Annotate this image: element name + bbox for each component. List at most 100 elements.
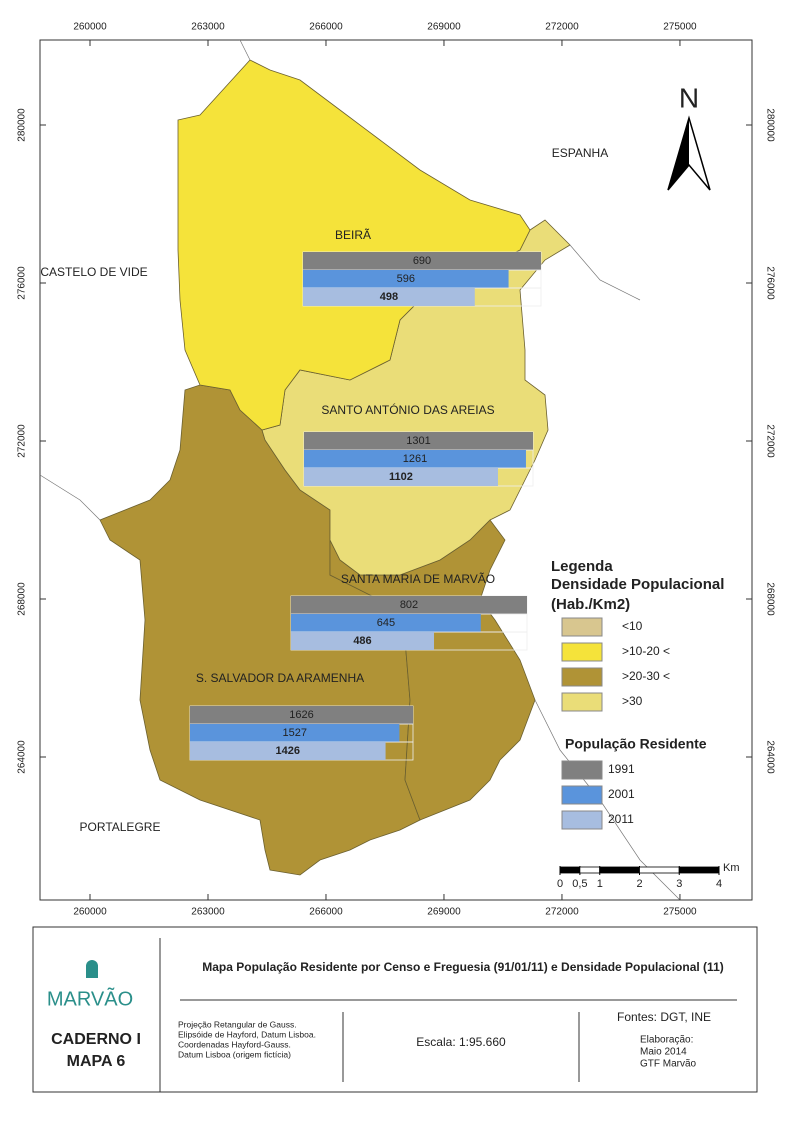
legend-label: >10-20 < bbox=[622, 644, 670, 658]
boundary-line bbox=[39, 39, 681, 901]
legend-title: (Hab./Km2) bbox=[551, 596, 630, 613]
scale-label: 0,5 bbox=[572, 878, 587, 890]
parish-label: S. SALVADOR DA ARAMENHA bbox=[196, 671, 364, 685]
credit-line: GTF Marvão bbox=[640, 1059, 697, 1070]
logo-icon bbox=[86, 960, 98, 978]
population-bar bbox=[303, 252, 541, 270]
credit-line: Elaboração: bbox=[640, 1035, 693, 1046]
legend-swatch bbox=[561, 810, 603, 830]
value-label: 486 bbox=[353, 635, 371, 647]
y-tick-label: 272000 bbox=[17, 424, 28, 458]
y-tick-label: 264000 bbox=[764, 740, 775, 774]
population-bar bbox=[304, 468, 498, 486]
population-bar bbox=[291, 632, 435, 650]
mapa: MAPA 6 bbox=[67, 1053, 126, 1070]
value-label: 1261 bbox=[403, 453, 427, 465]
legend-swatch bbox=[561, 785, 603, 805]
population-bar bbox=[304, 450, 526, 468]
legend-title: Legenda bbox=[551, 558, 613, 575]
scale-label: 3 bbox=[676, 878, 682, 890]
population-bar bbox=[303, 270, 509, 288]
legend-label: 2011 bbox=[608, 812, 634, 826]
population-bar bbox=[303, 288, 475, 306]
value-label: 1527 bbox=[282, 727, 306, 739]
parish-label: SANTA MARIA DE MARVÃO bbox=[341, 572, 495, 586]
north-arrow: N bbox=[667, 82, 711, 191]
scale-label: 4 bbox=[716, 878, 722, 890]
y-tick-label: 264000 bbox=[17, 740, 28, 774]
scale-segment bbox=[678, 866, 720, 874]
population-bar bbox=[291, 614, 481, 632]
footer-title: Mapa População Residente por Censo e Fre… bbox=[202, 960, 724, 974]
place-label: CASTELO DE VIDE bbox=[40, 265, 147, 279]
scale-segment bbox=[639, 866, 680, 874]
place-label: PORTALEGRE bbox=[80, 820, 161, 834]
population-bar bbox=[304, 432, 533, 450]
value-label: 802 bbox=[400, 599, 418, 611]
projection-line: Projeção Retangular de Gauss. bbox=[178, 1019, 297, 1029]
population-bar bbox=[291, 596, 527, 614]
x-tick-label: 272000 bbox=[545, 907, 579, 918]
projection-line: Coordenadas Hayford-Gauss. bbox=[178, 1039, 291, 1049]
value-label: 596 bbox=[397, 273, 415, 285]
x-tick-label: 263000 bbox=[191, 907, 225, 918]
legend-label: >30 bbox=[622, 694, 643, 708]
x-tick-label: 269000 bbox=[427, 22, 461, 33]
legend-swatch bbox=[561, 760, 603, 780]
value-label: 1102 bbox=[389, 471, 413, 483]
value-label: 645 bbox=[377, 617, 395, 629]
x-tick-label: 260000 bbox=[73, 22, 107, 33]
y-tick-label: 280000 bbox=[764, 108, 775, 142]
footer-frame bbox=[32, 926, 758, 1093]
y-tick-label: 272000 bbox=[764, 424, 775, 458]
logo-text: MARVÃO bbox=[47, 986, 133, 1010]
x-tick-label: 266000 bbox=[309, 22, 343, 33]
legend-swatch bbox=[561, 617, 603, 637]
parish-label: BEIRÃ bbox=[335, 228, 371, 242]
scale-segment bbox=[559, 866, 581, 874]
caderno: CADERNO I bbox=[51, 1031, 141, 1048]
value-label: 498 bbox=[380, 291, 398, 303]
legend-swatch bbox=[561, 642, 603, 662]
north-arrow-fill bbox=[668, 118, 689, 190]
legend-swatch bbox=[561, 692, 603, 712]
legend-label: >20-30 < bbox=[622, 669, 670, 683]
legend-title: População Residente bbox=[565, 736, 707, 752]
place-label: ESPANHA bbox=[552, 146, 608, 160]
value-label: 1426 bbox=[276, 745, 300, 757]
legend-label: <10 bbox=[622, 619, 643, 633]
y-tick-label: 276000 bbox=[764, 266, 775, 300]
credit-line: Maio 2014 bbox=[640, 1047, 687, 1058]
y-tick-label: 276000 bbox=[17, 266, 28, 300]
value-label: 1301 bbox=[406, 435, 430, 447]
population-bar bbox=[190, 706, 413, 724]
scale-unit: Km bbox=[723, 862, 740, 874]
population-bar bbox=[190, 742, 386, 760]
x-tick-label: 263000 bbox=[191, 22, 225, 33]
scale-segment bbox=[579, 866, 601, 874]
legend-label: 1991 bbox=[608, 762, 635, 776]
legend-label: 2001 bbox=[608, 787, 635, 801]
y-tick-label: 268000 bbox=[764, 582, 775, 616]
x-tick-label: 266000 bbox=[309, 907, 343, 918]
population-bar bbox=[190, 724, 400, 742]
x-tick-label: 275000 bbox=[663, 907, 697, 918]
projection-line: Elipsóide de Hayford, Datum Lisboa. bbox=[178, 1029, 316, 1039]
y-tick-label: 280000 bbox=[17, 108, 28, 142]
scale-segment bbox=[599, 866, 640, 874]
scale-label: 0 bbox=[557, 878, 563, 890]
legend-swatch bbox=[561, 667, 603, 687]
projection-line: Datum Lisboa (origem fictícia) bbox=[178, 1049, 291, 1059]
x-tick-label: 272000 bbox=[545, 22, 579, 33]
north-label: N bbox=[679, 82, 699, 113]
footer: MARVÃO CADERNO I MAPA 6 Mapa População R… bbox=[32, 926, 758, 1093]
y-tick-label: 268000 bbox=[17, 582, 28, 616]
sources: Fontes: DGT, INE bbox=[617, 1010, 711, 1024]
x-tick-label: 275000 bbox=[663, 22, 697, 33]
legend-title: Densidade Populacional bbox=[551, 576, 724, 593]
scale-text: Escala: 1:95.660 bbox=[416, 1035, 506, 1049]
x-tick-label: 269000 bbox=[427, 907, 461, 918]
x-tick-label: 260000 bbox=[73, 907, 107, 918]
scale-label: 1 bbox=[597, 878, 603, 890]
